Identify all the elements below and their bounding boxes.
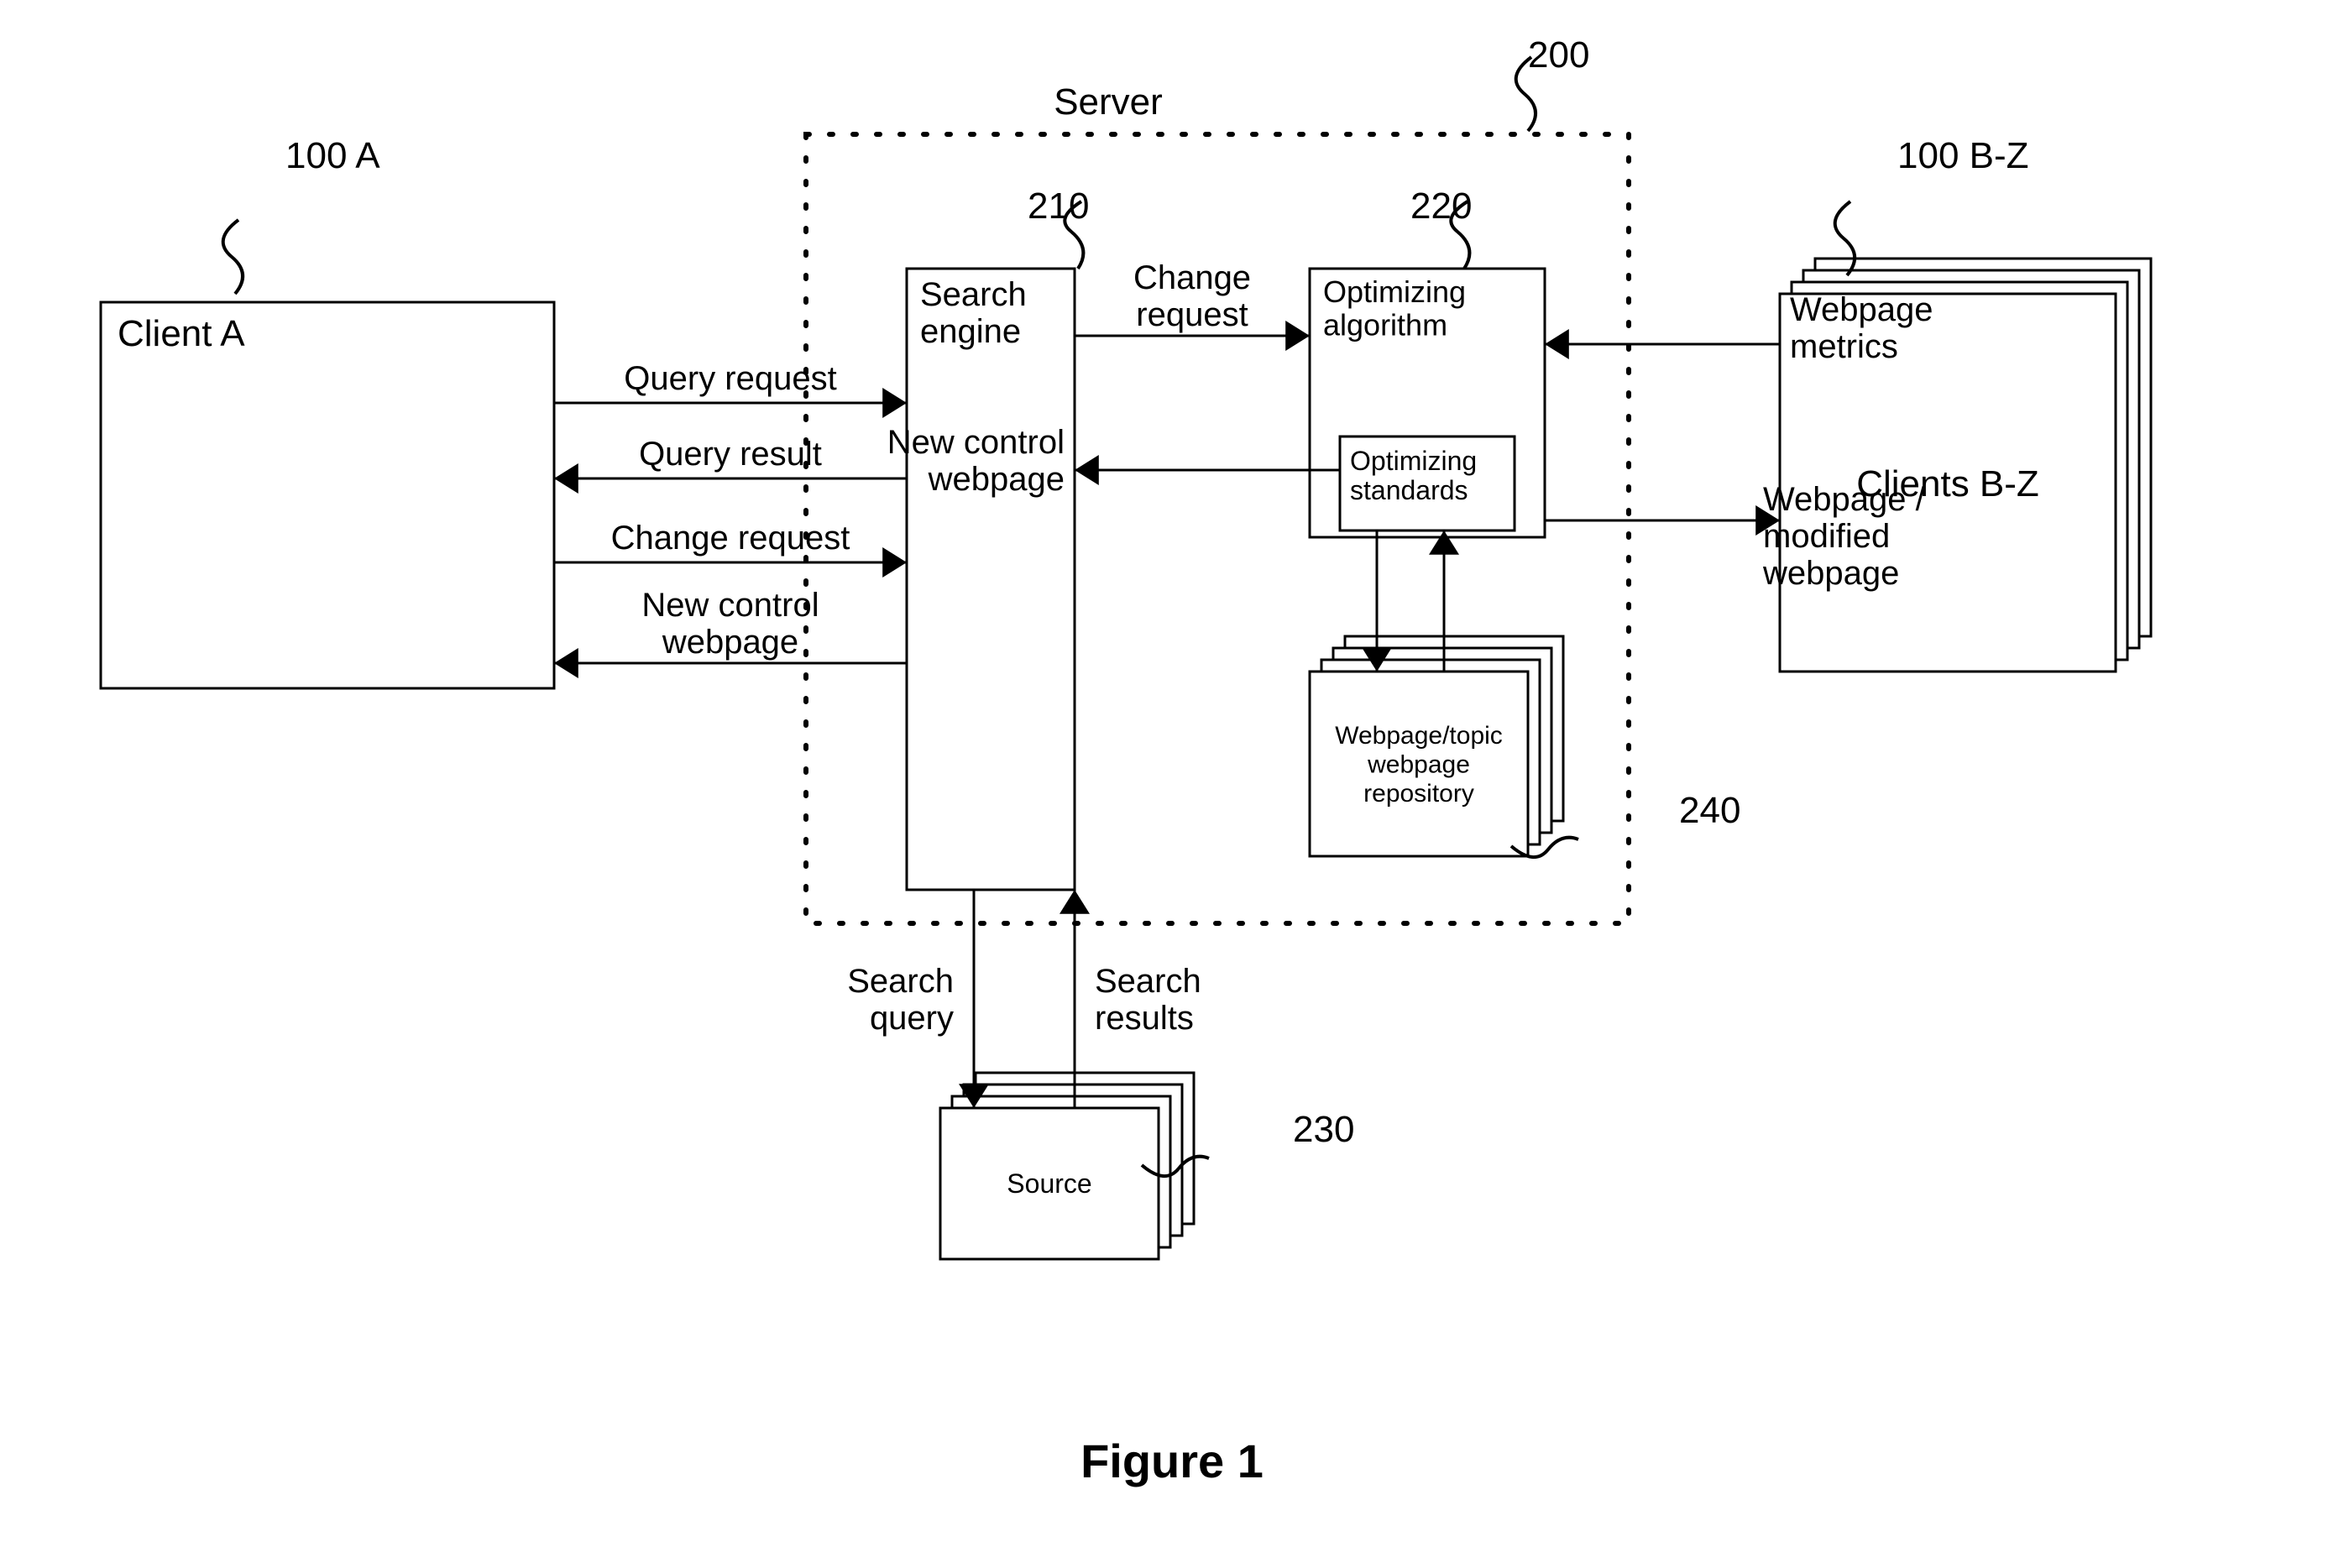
ref-source: 230 — [1293, 1109, 1354, 1150]
ref-optAlg: 220 — [1410, 186, 1472, 227]
ref-server: 200 — [1528, 34, 1589, 76]
opt-alg-label-1: Optimizing — [1323, 274, 1466, 309]
svg-text:webpage: webpage — [662, 624, 798, 661]
svg-text:repository: repository — [1363, 780, 1474, 808]
svg-text:Webpage: Webpage — [1790, 291, 1933, 328]
svg-text:Query result: Query result — [639, 436, 822, 473]
opt-std-label-1: Optimizing — [1350, 446, 1477, 476]
figure-title: Figure 1 — [1080, 1435, 1264, 1487]
svg-text:Change request: Change request — [611, 520, 850, 557]
svg-text:modified: modified — [1763, 518, 1890, 555]
ref-search: 210 — [1028, 186, 1089, 227]
client-a-label: Client A — [118, 313, 245, 354]
ref-repo: 240 — [1679, 790, 1740, 831]
server-label: Server — [1054, 81, 1163, 123]
opt-std-label-2: standards — [1350, 475, 1468, 505]
svg-text:Webpage/topic: Webpage/topic — [1335, 722, 1503, 750]
ref-clientA: 100 A — [285, 135, 380, 176]
svg-text:webpage: webpage — [1762, 555, 1899, 592]
search-engine-label-2: engine — [920, 313, 1021, 350]
svg-text:query: query — [870, 1000, 954, 1037]
svg-text:Search: Search — [1095, 963, 1201, 1000]
svg-text:webpage: webpage — [928, 461, 1065, 498]
opt-alg-label-2: algorithm — [1323, 308, 1447, 342]
svg-text:New control: New control — [641, 587, 819, 624]
svg-text:results: results — [1095, 1000, 1194, 1037]
search-engine-label-1: Search — [920, 276, 1027, 313]
svg-text:Webpage /: Webpage / — [1763, 481, 1926, 518]
svg-text:Query request: Query request — [624, 360, 836, 397]
svg-text:New control: New control — [887, 424, 1065, 461]
client-a-node — [101, 302, 554, 688]
svg-text:request: request — [1136, 296, 1248, 333]
search-engine-node — [907, 269, 1075, 890]
svg-text:Change: Change — [1133, 259, 1251, 296]
ref-clientsBZ: 100 B-Z — [1897, 135, 2029, 176]
svg-text:Source: Source — [1007, 1168, 1091, 1199]
svg-text:metrics: metrics — [1790, 328, 1898, 365]
svg-text:Search: Search — [847, 963, 954, 1000]
svg-text:webpage: webpage — [1367, 751, 1470, 779]
